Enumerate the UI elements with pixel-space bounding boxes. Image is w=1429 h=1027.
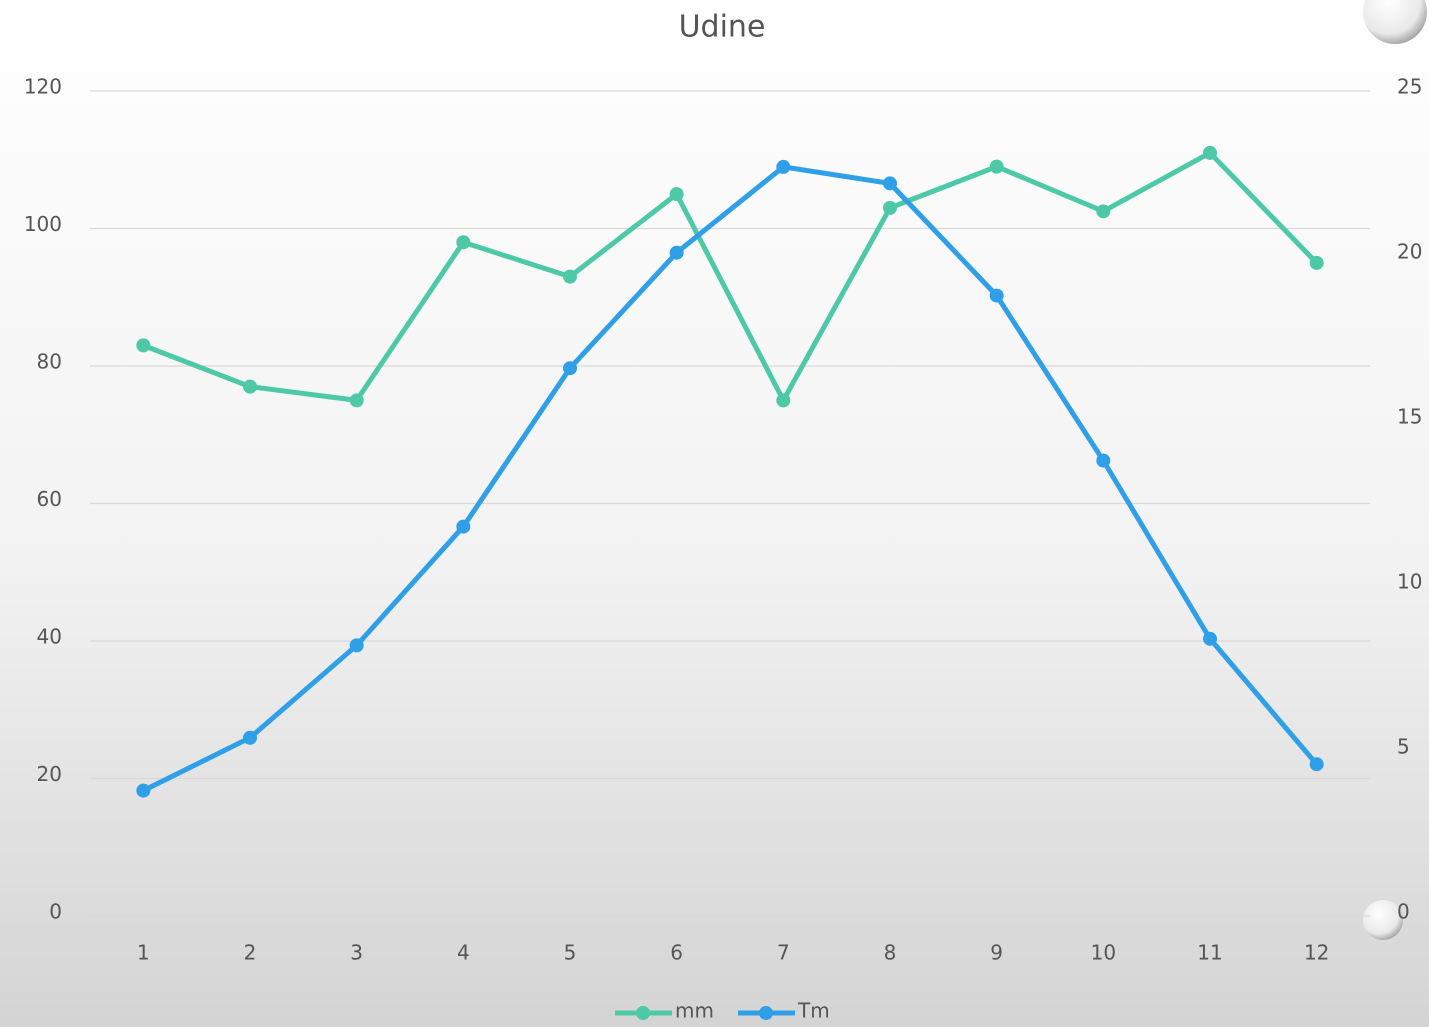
legend-marker	[636, 1006, 650, 1020]
x-tick-label: 11	[1197, 941, 1222, 965]
data-point	[136, 338, 151, 353]
y2-tick-label: 5	[1397, 735, 1410, 759]
data-point	[1309, 757, 1324, 772]
data-point	[1203, 631, 1217, 646]
legend-label: mm	[675, 999, 714, 1023]
data-point	[776, 393, 791, 408]
y2-tick-label: 0	[1397, 900, 1410, 924]
y2-tick-label: 15	[1397, 405, 1422, 429]
x-tick-label: 6	[670, 941, 683, 965]
y-tick-label: 100	[24, 212, 62, 236]
legend-label: Tm	[797, 999, 830, 1023]
y2-tick-label: 20	[1397, 240, 1422, 264]
legend-marker	[759, 1006, 773, 1020]
y-tick-label: 0	[49, 900, 62, 924]
chart-title: Udine	[679, 10, 766, 45]
data-point	[669, 187, 684, 202]
data-point	[989, 288, 1004, 303]
data-point	[456, 235, 471, 250]
y2-tick-label: 10	[1397, 570, 1422, 594]
data-point	[989, 159, 1004, 174]
data-point	[243, 379, 257, 394]
y-tick-label: 20	[37, 762, 62, 786]
decoration	[1363, 0, 1427, 44]
data-point	[883, 176, 897, 191]
decoration	[1363, 900, 1403, 940]
y-tick-label: 60	[37, 487, 62, 511]
x-tick-label: 9	[990, 941, 1003, 965]
x-tick-label: 2	[244, 941, 257, 965]
x-tick-label: 8	[884, 941, 897, 965]
data-point	[1203, 145, 1217, 160]
data-point	[669, 245, 684, 260]
y-tick-label: 120	[24, 75, 62, 99]
data-point	[456, 519, 471, 534]
y2-tick-label: 25	[1397, 75, 1422, 99]
data-point	[243, 730, 257, 745]
x-tick-label: 5	[564, 941, 577, 965]
x-tick-label: 4	[457, 941, 470, 965]
data-point	[563, 269, 577, 284]
data-point	[776, 159, 791, 174]
data-point	[349, 393, 364, 408]
data-point	[136, 783, 151, 798]
x-tick-label: 12	[1304, 941, 1329, 965]
x-tick-label: 3	[350, 941, 363, 965]
data-point	[563, 361, 577, 376]
x-tick-label: 1	[137, 941, 150, 965]
series-line	[142, 150, 1319, 403]
y-tick-label: 80	[37, 350, 62, 374]
data-point	[349, 638, 364, 653]
data-point	[1096, 204, 1111, 219]
data-point	[883, 200, 897, 215]
series-line	[142, 164, 1319, 793]
x-tick-label: 10	[1091, 941, 1116, 965]
data-point	[1096, 453, 1111, 468]
x-tick-label: 7	[777, 941, 790, 965]
y-tick-label: 40	[37, 625, 62, 649]
data-point	[1309, 255, 1324, 270]
